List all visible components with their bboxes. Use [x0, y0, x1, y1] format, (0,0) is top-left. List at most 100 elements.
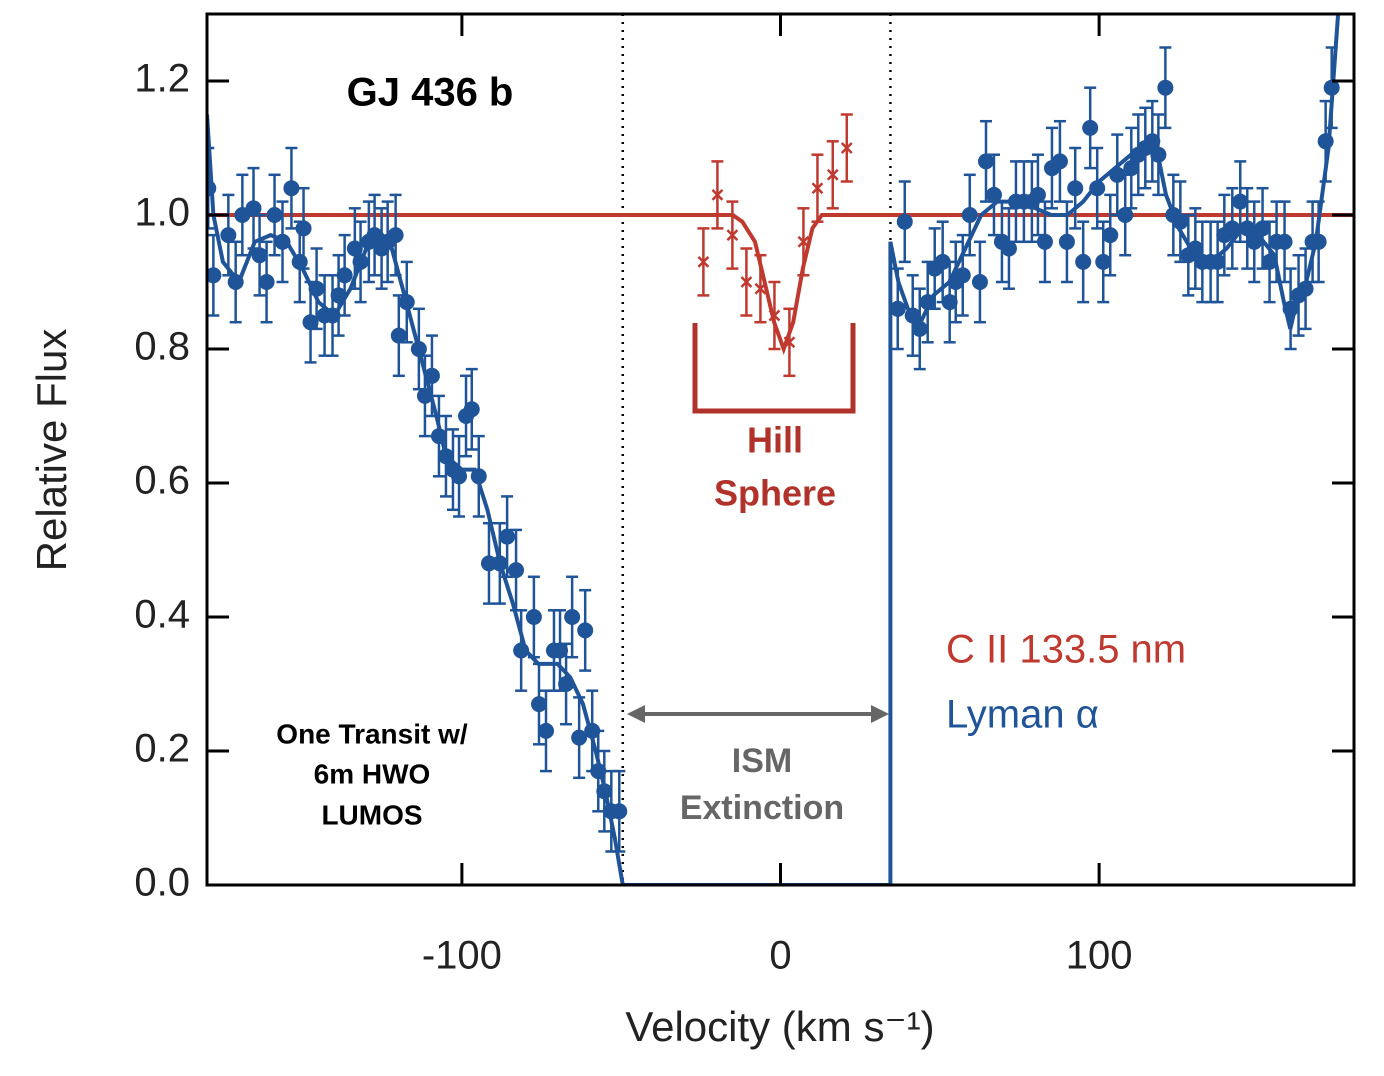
x-tick-label: -100 [422, 934, 502, 978]
data-point [513, 642, 530, 659]
data-point [1261, 253, 1278, 270]
data-point [1310, 233, 1327, 250]
data-point [1109, 166, 1126, 183]
data-point [1075, 253, 1092, 270]
data-point [1117, 207, 1134, 223]
data-point [330, 287, 347, 304]
y-tick-label: 0.8 [134, 325, 190, 369]
data-point [491, 555, 508, 572]
data-point [245, 200, 262, 217]
data-point [416, 387, 433, 404]
legend-entry: C II 133.5 nm [946, 628, 1186, 672]
data-point [1082, 119, 1099, 136]
data-point [398, 294, 415, 311]
data-point [985, 186, 1002, 203]
legend-entry: Lyman α [946, 693, 1099, 737]
data-point [1297, 280, 1314, 297]
data-point [1232, 193, 1249, 210]
data-point [308, 280, 325, 297]
data-point [324, 307, 341, 324]
data-point [726, 229, 739, 241]
annotation: ISM [732, 742, 792, 780]
data-point [508, 562, 525, 579]
y-tick-label: 1.2 [134, 57, 190, 101]
data-point [697, 256, 710, 268]
chart-title: GJ 436 b [347, 71, 514, 115]
data-point [797, 235, 810, 248]
data-point [1157, 79, 1174, 96]
hill-bracket [692, 323, 856, 414]
data-point [525, 609, 542, 625]
data-point [954, 267, 971, 284]
annotation: Extinction [680, 789, 844, 827]
data-point [783, 336, 796, 349]
model-line [207, 213, 1354, 355]
data-point [207, 180, 217, 197]
x-axis-label: Velocity (km s⁻¹) [625, 1003, 934, 1050]
data-point [1000, 240, 1017, 257]
data-point [387, 227, 404, 244]
data-point [826, 168, 839, 181]
x-tick-label: 100 [1066, 934, 1133, 978]
data-point [1058, 233, 1075, 250]
data-point [896, 213, 913, 230]
annotation: LUMOS [321, 799, 422, 830]
y-tick-label: 1.0 [134, 191, 190, 235]
data-point [251, 247, 268, 264]
data-point [961, 207, 978, 223]
data-point [283, 180, 300, 197]
data-point [410, 341, 427, 357]
data-point [530, 696, 547, 713]
data-point [1239, 220, 1256, 237]
data-point [336, 267, 353, 284]
data-point [564, 609, 581, 625]
data-point [919, 294, 936, 311]
y-tick-label: 0.2 [134, 727, 190, 771]
data-point [1172, 213, 1189, 230]
data-point [611, 803, 628, 820]
ism-arrow [627, 705, 889, 723]
annotation: Hill [747, 420, 803, 461]
data-point [711, 189, 724, 201]
data-point [258, 274, 275, 290]
data-point [390, 327, 407, 344]
data-point [1224, 220, 1241, 237]
data-point [1276, 233, 1293, 250]
data-point [596, 783, 613, 800]
data-point [1144, 133, 1161, 150]
data-point [1150, 146, 1167, 163]
data-point [1317, 133, 1334, 150]
data-point [451, 468, 468, 485]
data-point [1067, 180, 1084, 197]
data-point [274, 233, 291, 250]
data-point [754, 282, 767, 295]
data-point [352, 253, 369, 270]
y-tick-label: 0.4 [134, 593, 190, 637]
data-point [1102, 227, 1119, 244]
data-point [889, 300, 906, 317]
data-point [1051, 153, 1068, 170]
x-tick-label: 0 [769, 934, 791, 978]
data-point [811, 182, 824, 195]
data-point [1323, 79, 1340, 96]
data-point [978, 153, 995, 170]
data-point [941, 294, 958, 311]
data-point [227, 274, 244, 290]
data-point [302, 314, 319, 331]
data-point [971, 274, 988, 290]
data-point [437, 448, 454, 465]
data-point [1123, 160, 1140, 177]
data-point [1095, 253, 1112, 270]
data-point [1282, 300, 1299, 317]
data-point [904, 307, 921, 324]
data-point [266, 207, 283, 223]
data-point [207, 267, 222, 284]
data-point [430, 428, 447, 445]
data-point [463, 401, 480, 418]
data-point [552, 642, 569, 659]
data-point [584, 722, 601, 739]
data-point [295, 220, 312, 237]
data-point [423, 367, 440, 384]
data-point [934, 253, 951, 270]
data-point [470, 468, 487, 485]
